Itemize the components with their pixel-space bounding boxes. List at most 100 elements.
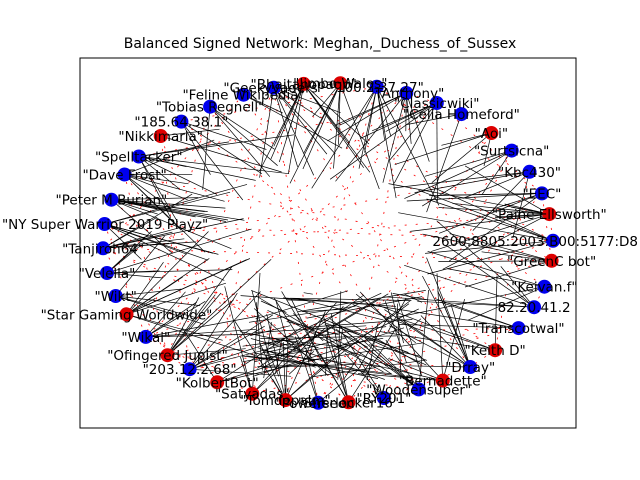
positive-edge (426, 198, 554, 242)
positive-edge (376, 86, 392, 137)
positive-edge (481, 150, 512, 195)
positive-edge (167, 259, 272, 356)
positive-edge (442, 213, 550, 270)
negative-edge (317, 150, 513, 404)
node-blue (522, 164, 537, 179)
positive-edge (425, 240, 554, 254)
negative-edge (167, 87, 275, 356)
node-blue (138, 329, 153, 344)
positive-edge (104, 191, 231, 225)
positive-edge (439, 301, 519, 329)
positive-edge (427, 250, 545, 288)
node-blue (411, 382, 426, 397)
positive-edge (124, 174, 182, 231)
positive-edge (424, 150, 512, 177)
positive-edge (167, 294, 216, 356)
node-label: "EEC" (522, 186, 561, 202)
positive-edge (398, 286, 545, 318)
node-label: "Satyadas" (215, 387, 290, 403)
positive-edge (285, 83, 305, 140)
node-blue (100, 266, 114, 280)
positive-edge (438, 193, 542, 196)
positive-edge (437, 290, 471, 368)
positive-edge (239, 331, 319, 348)
positive-edge (181, 327, 218, 383)
positive-edge (251, 290, 271, 362)
positive-edge (388, 357, 390, 360)
negative-edge (541, 193, 552, 261)
node-label: "KolbertBot" (176, 375, 259, 391)
node-label: "Dave Frost" (82, 168, 166, 184)
node-label: "Kbc430" (498, 165, 561, 181)
positive-edge (448, 193, 543, 262)
positive-edge (360, 102, 437, 139)
positive-edge (387, 297, 407, 332)
node-label: "Feline Wikipedia" (182, 88, 304, 104)
positive-edge (181, 121, 262, 174)
node-label: "Star Gaming Worldwide" (41, 307, 213, 323)
positive-edge (450, 304, 471, 368)
positive-edge (111, 199, 245, 221)
node-label: "Geekyvaders" (223, 81, 324, 97)
node-label: "Aoi" (475, 126, 508, 142)
positive-edge (349, 345, 392, 375)
positive-edge (124, 174, 172, 210)
negative-edge (273, 87, 554, 242)
positive-edge (255, 290, 349, 320)
nodes (96, 76, 560, 410)
positive-edge (181, 121, 211, 175)
positive-edge (389, 358, 443, 381)
positive-edge (427, 240, 554, 275)
positive-edge (104, 223, 225, 281)
positive-edge (273, 87, 298, 168)
node-blue (266, 80, 281, 95)
positive-edge (104, 184, 248, 225)
negative-edge (181, 86, 377, 122)
positive-edge (145, 315, 261, 338)
positive-edge (266, 313, 286, 401)
node-blue (182, 362, 197, 377)
plot-frame (79, 57, 577, 429)
node-label: "Nikkimaria" (118, 129, 203, 145)
positive-edge (464, 260, 552, 288)
positive-edge (286, 321, 339, 336)
positive-edge (273, 87, 321, 119)
positive-edge (436, 102, 438, 202)
positive-edge (259, 87, 275, 178)
positive-edge (126, 313, 223, 341)
node-label: "TAnthony" (368, 86, 444, 102)
negative-edge (273, 87, 471, 368)
node-red (210, 375, 225, 390)
positive-edge (138, 156, 256, 181)
positive-edge (259, 341, 286, 401)
node-label: "Wikai" (121, 330, 170, 346)
positive-edge (103, 227, 180, 249)
node-label: "Keivan.f" (511, 280, 578, 296)
positive-edge (376, 86, 385, 140)
positive-edge (282, 342, 286, 401)
positive-edge (333, 83, 341, 169)
positive-edge (380, 331, 496, 351)
positive-edge (441, 132, 492, 146)
positive-edge (472, 171, 530, 231)
node-label: "100.2.37.27" (330, 80, 424, 96)
positive-edge (111, 199, 226, 209)
positive-edge (422, 150, 512, 207)
positive-edge (104, 223, 187, 255)
positive-edge (286, 299, 307, 301)
positive-edge (406, 113, 462, 125)
positive-edge (420, 315, 471, 368)
positive-edge (303, 292, 313, 295)
positive-edge (145, 333, 259, 338)
positive-edge (324, 324, 369, 348)
positive-edge (408, 318, 422, 330)
positive-edge (403, 293, 423, 303)
positive-edge (283, 297, 375, 305)
positive-edge (329, 102, 438, 180)
positive-edge (417, 300, 535, 308)
positive-edge (385, 339, 419, 390)
node-blue (131, 149, 146, 164)
positive-edge (126, 258, 210, 315)
positive-edge (189, 314, 274, 370)
node-blue (104, 192, 119, 207)
